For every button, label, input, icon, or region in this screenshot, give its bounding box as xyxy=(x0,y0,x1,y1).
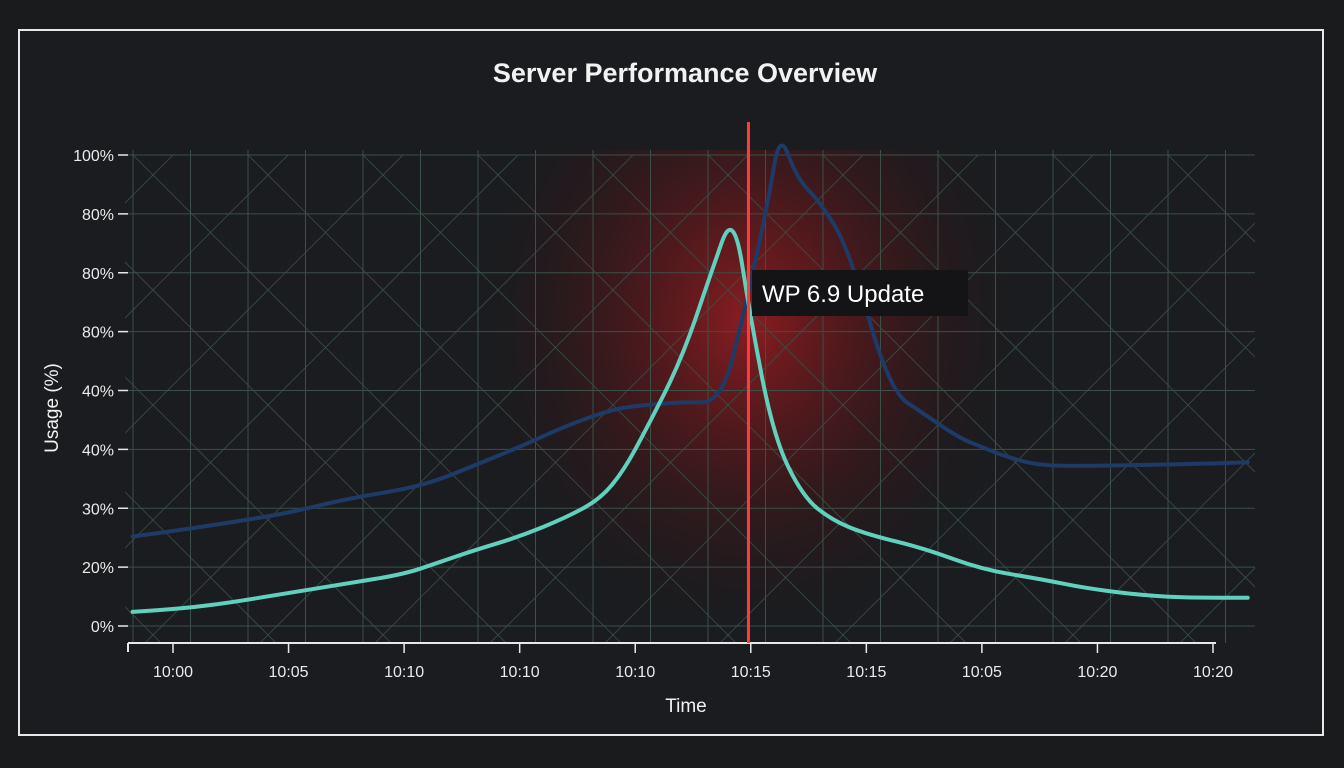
chart-title: Server Performance Overview xyxy=(493,58,878,88)
grid-line-diag xyxy=(489,154,979,643)
grid-line-diag xyxy=(1283,155,1344,655)
x-tick-label: 10:05 xyxy=(269,664,309,681)
grid-line-diag xyxy=(1167,154,1255,243)
x-tick-label: 10:10 xyxy=(500,664,540,681)
plot-area xyxy=(125,150,1344,655)
grid-line-diag xyxy=(125,154,404,434)
y-tick-label: 20% xyxy=(82,560,114,577)
grid-line-diag xyxy=(834,222,1255,643)
grid-line-diag xyxy=(949,337,1255,643)
x-tick-label: 10:00 xyxy=(153,664,193,681)
grid-line-diag xyxy=(125,154,289,319)
x-tick-label: 10:10 xyxy=(615,664,655,681)
update-label-box xyxy=(752,270,968,316)
grid-line-diag xyxy=(1064,452,1255,643)
grid-line-diag xyxy=(374,154,864,643)
y-tick-label: 80% xyxy=(82,325,114,342)
y-axis-ticks: 0% 20% 30% 40% 40% 80% 80% 80% 100% xyxy=(73,148,128,636)
x-axis-label: Time xyxy=(665,696,707,717)
x-axis-ticks: 10:00 10:05 10:10 10:10 10:10 10:15 10:15 10:05… xyxy=(153,643,1233,681)
grid-line-diag xyxy=(1179,567,1255,643)
y-tick-label: 30% xyxy=(82,501,114,518)
x-tick-label: 10:10 xyxy=(384,664,424,681)
y-tick-label: 40% xyxy=(82,384,114,401)
y-axis-label: Usage (%) xyxy=(42,363,63,453)
x-tick-label: 10:15 xyxy=(731,664,771,681)
grid-line-diag xyxy=(259,154,749,643)
grid-line-diag xyxy=(937,154,1255,473)
update-label: WP 6.9 Update xyxy=(762,281,924,308)
x-tick-label: 10:20 xyxy=(1193,664,1233,681)
x-tick-label: 10:20 xyxy=(1077,664,1117,681)
grid-line-diag xyxy=(719,154,1209,643)
grid-line-diag xyxy=(144,154,634,643)
grid-line-diag xyxy=(125,491,277,643)
x-tick-label: 10:15 xyxy=(846,664,886,681)
grid-line-diag xyxy=(125,154,519,549)
grid xyxy=(125,150,1344,655)
x-tick-label: 10:05 xyxy=(962,664,1002,681)
y-tick-label: 40% xyxy=(82,442,114,459)
y-tick-label: 80% xyxy=(82,207,114,224)
grid-line-diag xyxy=(125,606,162,643)
y-tick-label: 100% xyxy=(73,148,114,165)
grid-line-diag xyxy=(1283,155,1344,655)
grid-line-diag xyxy=(604,154,1094,643)
grid-line-diag xyxy=(125,154,174,204)
y-tick-label: 0% xyxy=(91,619,114,636)
grid-line-diag xyxy=(1052,154,1255,358)
y-tick-label: 80% xyxy=(82,266,114,283)
series-line-teal xyxy=(130,227,1250,614)
